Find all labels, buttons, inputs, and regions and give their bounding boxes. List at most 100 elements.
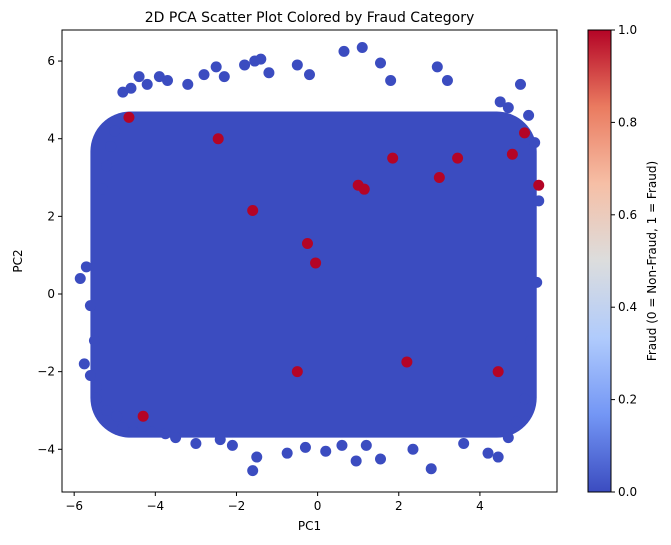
non-fraud-point xyxy=(519,393,531,405)
non-fraud-point xyxy=(101,404,113,416)
non-fraud-point xyxy=(198,69,210,81)
non-fraud-point xyxy=(214,434,226,446)
non-fraud-point xyxy=(531,276,543,288)
non-fraud-point xyxy=(255,53,267,65)
non-fraud-point xyxy=(375,57,387,69)
non-fraud-point xyxy=(523,109,535,121)
y-tick-label: 0 xyxy=(47,287,55,301)
non-fraud-point xyxy=(502,432,514,444)
fraud-point xyxy=(387,152,399,164)
non-fraud-point xyxy=(425,463,437,475)
non-fraud-point xyxy=(210,61,222,73)
colorbar-tick-label: 1.0 xyxy=(618,23,637,37)
colorbar-tick-label: 0.4 xyxy=(618,300,637,314)
fraud-point xyxy=(358,183,370,195)
colorbar-tick-label: 0.0 xyxy=(618,485,637,499)
non-fraud-point xyxy=(90,381,102,393)
x-tick-label: −6 xyxy=(65,499,83,513)
y-axis-ticks: −4 −2 0 2 4 6 xyxy=(37,54,62,456)
x-tick-label: 4 xyxy=(476,499,484,513)
non-fraud-point xyxy=(78,358,90,370)
non-fraud-point xyxy=(441,74,453,86)
non-fraud-point xyxy=(492,451,504,463)
non-fraud-point xyxy=(190,437,202,449)
y-tick-label: −4 xyxy=(37,442,55,456)
non-fraud-point xyxy=(291,59,303,71)
colorbar-tick-label: 0.2 xyxy=(618,393,637,407)
non-fraud-point xyxy=(431,61,443,73)
non-fraud-point xyxy=(161,74,173,86)
non-fraud-point xyxy=(97,183,109,195)
non-fraud-point xyxy=(407,443,419,455)
dense-point-cloud xyxy=(90,111,537,438)
non-fraud-point xyxy=(482,447,494,459)
non-fraud-point xyxy=(281,447,293,459)
non-fraud-point xyxy=(510,416,522,428)
non-fraud-point xyxy=(141,78,153,90)
non-fraud-point xyxy=(385,74,397,86)
non-fraud-point xyxy=(514,78,526,90)
non-fraud-point xyxy=(350,455,362,467)
chart-title: 2D PCA Scatter Plot Colored by Fraud Cat… xyxy=(145,10,475,26)
non-fraud-point xyxy=(80,261,92,273)
non-fraud-point xyxy=(182,78,194,90)
y-tick-label: 6 xyxy=(47,54,55,68)
non-fraud-point xyxy=(525,335,537,347)
data-points xyxy=(74,41,545,477)
colorbar: 0.0 0.2 0.4 0.6 0.8 1.0 Fraud (0 = Non-Fraud,… xyxy=(587,23,659,499)
fraud-point xyxy=(291,366,303,378)
non-fraud-point xyxy=(133,71,145,83)
x-tick-label: 2 xyxy=(395,499,403,513)
non-fraud-point xyxy=(360,439,372,451)
non-fraud-point xyxy=(145,426,157,438)
non-fraud-point xyxy=(127,426,139,438)
y-axis-label: PC2 xyxy=(11,249,25,272)
fraud-point xyxy=(433,172,445,184)
non-fraud-point xyxy=(320,445,332,457)
non-fraud-point xyxy=(105,140,117,152)
x-axis-ticks: −6 −4 −2 0 2 4 xyxy=(65,492,484,513)
x-tick-label: −2 xyxy=(228,499,246,513)
non-fraud-point xyxy=(239,59,251,71)
x-axis-label: PC1 xyxy=(298,519,321,533)
y-tick-label: 4 xyxy=(47,132,55,146)
fraud-point xyxy=(519,127,531,139)
non-fraud-point xyxy=(263,67,275,79)
colorbar-tick-label: 0.8 xyxy=(618,115,637,129)
non-fraud-point xyxy=(356,41,368,53)
non-fraud-point xyxy=(299,441,311,453)
fraud-point xyxy=(492,366,504,378)
non-fraud-point xyxy=(338,45,350,57)
x-tick-label: −4 xyxy=(146,499,164,513)
plot-area xyxy=(61,29,558,493)
fraud-point xyxy=(506,148,518,160)
non-fraud-point xyxy=(117,422,129,434)
fraud-point xyxy=(247,205,259,217)
x-tick-label: 0 xyxy=(314,499,322,513)
non-fraud-point xyxy=(170,432,182,444)
fraud-point xyxy=(533,179,545,191)
non-fraud-point xyxy=(137,420,149,432)
non-fraud-point xyxy=(251,451,263,463)
fraud-point xyxy=(310,257,322,269)
non-fraud-point xyxy=(502,102,514,114)
y-tick-label: 2 xyxy=(47,209,55,223)
colorbar-label: Fraud (0 = Non-Fraud, 1 = Fraud) xyxy=(645,161,659,361)
y-tick-label: −2 xyxy=(37,365,55,379)
non-fraud-point xyxy=(90,393,102,405)
non-fraud-point xyxy=(247,465,259,477)
non-fraud-point xyxy=(529,137,541,149)
non-fraud-point xyxy=(159,428,171,440)
colorbar-tick-label: 0.6 xyxy=(618,208,637,222)
fraud-point xyxy=(123,111,135,123)
non-fraud-point xyxy=(88,335,100,347)
non-fraud-point xyxy=(304,69,315,81)
colorbar-gradient xyxy=(587,29,612,493)
non-fraud-point xyxy=(494,96,506,108)
non-fraud-point xyxy=(218,71,230,83)
non-fraud-point xyxy=(336,439,348,451)
non-fraud-point xyxy=(458,437,470,449)
fraud-point xyxy=(212,133,224,145)
non-fraud-point xyxy=(375,453,387,465)
